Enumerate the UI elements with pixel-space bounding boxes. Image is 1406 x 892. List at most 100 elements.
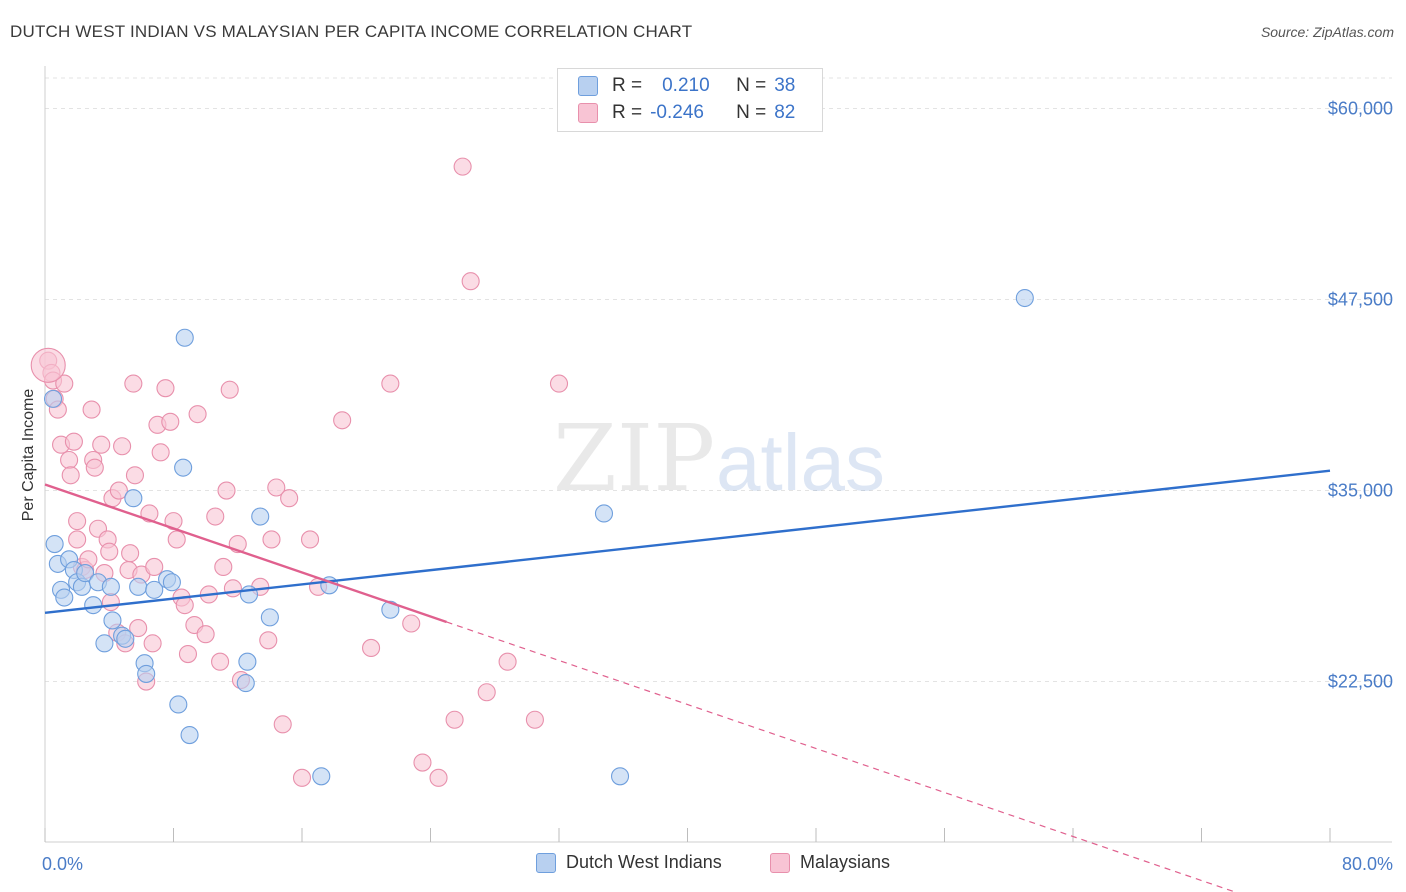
dutch-west-indians-point (381, 600, 400, 619)
y-tick-label: $47,500 (1328, 290, 1393, 310)
y-tick-label: $60,000 (1328, 99, 1393, 119)
malaysians-point (402, 614, 421, 633)
malaysians-point (259, 631, 278, 650)
malaysians-point (125, 466, 144, 485)
malaysians-point (64, 432, 83, 451)
malaysians-point (178, 645, 198, 664)
pink-swatch (770, 852, 790, 873)
dutch-west-indians-point (162, 573, 181, 592)
legend-row-dutch-west-indians: R = 0.210 N = 38 (578, 73, 795, 99)
malaysians-point (82, 400, 101, 419)
malaysians-point (223, 579, 242, 598)
malaysians-point (477, 683, 496, 702)
bottom-legend-malaysians: Malaysians (770, 852, 890, 873)
malaysians-point (129, 619, 148, 638)
malaysians-point (262, 530, 281, 549)
malaysians-point (273, 715, 292, 734)
malaysians-point (113, 437, 132, 456)
malaysians-point (267, 478, 286, 497)
n-label: N = (736, 75, 767, 96)
malaysians-point (124, 374, 143, 393)
dutch-west-indians-point (137, 664, 156, 683)
malaysians-point (211, 652, 230, 671)
dutch-west-indians-point (236, 674, 255, 693)
pink-swatch (578, 103, 598, 123)
dutch-west-indians-point (43, 389, 63, 408)
r-value: 0.210 (662, 75, 710, 96)
dutch-west-indians-point (145, 580, 164, 599)
legend-label: Dutch West Indians (566, 852, 722, 872)
malaysians-point (333, 411, 352, 430)
malaysians-point (151, 443, 170, 462)
malaysians-point (156, 379, 175, 398)
y-axis-label: Per Capita Income (20, 389, 37, 522)
malaysians-point (68, 512, 87, 531)
n-value: 38 (774, 75, 796, 96)
dutch-west-indians-point (260, 608, 279, 627)
malaysians-point (292, 768, 312, 787)
malaysians-trend-extrapolation (446, 621, 1237, 892)
y-tick-label: $35,000 (1328, 481, 1393, 501)
watermark-zip: ZIP (553, 405, 715, 512)
malaysians-point (100, 542, 119, 561)
malaysians-point (217, 481, 236, 500)
watermark-atlas: atlas (716, 418, 885, 507)
r-label: R = (612, 75, 643, 96)
dutch-west-indians-point (610, 767, 630, 786)
malaysians-point (167, 530, 186, 549)
blue-swatch (536, 852, 556, 873)
watermark: ZIP atlas (553, 405, 885, 512)
malaysians-point (206, 507, 225, 526)
malaysians-points (30, 157, 569, 787)
malaysians-point-large (30, 347, 66, 383)
dutch-west-indians-point (95, 634, 114, 653)
dutch-west-indians-point (251, 507, 270, 526)
y-tick-labels: $22,500 $35,000 $47,500 $60,000 (1328, 99, 1393, 692)
malaysians-point (121, 544, 140, 563)
malaysians-point (109, 481, 128, 500)
n-value: 82 (774, 102, 796, 123)
dutch-west-indians-point (1015, 288, 1034, 308)
malaysians-point (381, 374, 400, 393)
malaysians-point (453, 157, 472, 176)
x-tick-label: 80.0% (1342, 854, 1393, 874)
dutch-west-indians-point (76, 564, 95, 583)
dutch-west-indians-point (103, 611, 122, 630)
malaysians-point (92, 435, 111, 454)
x-tick-labels: 0.0% 80.0% (42, 854, 1393, 874)
dutch-west-indians-point (55, 588, 74, 607)
malaysians-point (145, 557, 164, 577)
malaysians-point (300, 530, 320, 549)
malaysians-point (68, 530, 87, 549)
dutch-west-indians-point (238, 652, 257, 671)
malaysians-point (60, 450, 79, 470)
y-tick-label: $22,500 (1328, 672, 1393, 692)
dutch-west-indians-point (84, 596, 103, 615)
malaysians-point (143, 634, 162, 653)
malaysians-point (85, 458, 104, 477)
dutch-west-indians-point (129, 577, 148, 596)
malaysians-point (161, 412, 180, 431)
dutch-west-indians-point (174, 458, 193, 477)
malaysians-point (549, 374, 569, 393)
r-value: -0.246 (650, 102, 704, 123)
malaysians-point (525, 710, 544, 729)
dutch-west-indians-trend-line (44, 469, 1331, 614)
n-label: N = (736, 102, 767, 123)
malaysians-trend-line (44, 483, 447, 624)
blue-swatch (578, 76, 598, 96)
source-label: Source: ZipAtlas.com (1260, 24, 1394, 40)
malaysians-point (101, 593, 120, 612)
dutch-west-indians-point (116, 629, 135, 648)
dutch-west-indians-point (594, 504, 614, 523)
dutch-west-indians-point (169, 695, 188, 714)
malaysians-point (429, 768, 448, 787)
malaysians-point (220, 380, 239, 399)
legend-label: Malaysians (800, 852, 891, 872)
malaysians-point (362, 638, 381, 657)
dutch-west-indians-point (45, 534, 64, 554)
axes (44, 66, 1392, 843)
dutch-west-indians-point (180, 725, 199, 745)
trend-lines (44, 469, 1331, 892)
